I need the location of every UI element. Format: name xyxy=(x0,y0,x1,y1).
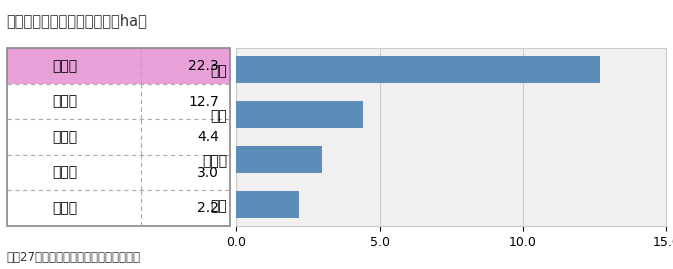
Text: 山　形: 山 形 xyxy=(52,130,77,144)
FancyBboxPatch shape xyxy=(7,48,230,84)
Text: 山　梨: 山 梨 xyxy=(52,95,77,109)
Text: 全国のキングデラ栄培面積（ha）: 全国のキングデラ栄培面積（ha） xyxy=(7,13,147,29)
Text: 2.2: 2.2 xyxy=(197,201,219,215)
Text: 3.0: 3.0 xyxy=(197,166,219,180)
Text: 平成27年産特産果樹生産動態等調査より: 平成27年産特産果樹生産動態等調査より xyxy=(7,251,141,264)
Bar xyxy=(236,101,363,128)
FancyBboxPatch shape xyxy=(7,155,230,190)
Text: 22.3: 22.3 xyxy=(188,59,219,73)
Text: 12.7: 12.7 xyxy=(188,95,219,109)
Text: 全　国: 全 国 xyxy=(52,59,77,73)
Text: 4.4: 4.4 xyxy=(197,130,219,144)
FancyBboxPatch shape xyxy=(7,119,230,155)
FancyBboxPatch shape xyxy=(7,190,230,226)
Text: 群　馬: 群 馬 xyxy=(52,201,77,215)
Text: 北海道: 北海道 xyxy=(52,166,77,180)
Bar xyxy=(236,191,299,218)
Bar xyxy=(236,146,322,173)
FancyBboxPatch shape xyxy=(7,84,230,119)
Bar xyxy=(236,56,600,83)
